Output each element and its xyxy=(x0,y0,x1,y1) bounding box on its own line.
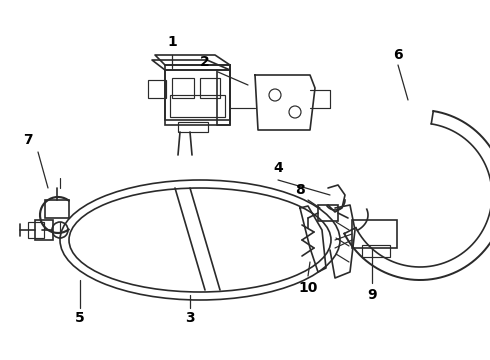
Bar xyxy=(35,220,53,240)
Bar xyxy=(165,65,230,120)
Bar xyxy=(172,78,194,98)
Text: 3: 3 xyxy=(185,311,195,325)
Text: 1: 1 xyxy=(167,35,177,49)
Text: 9: 9 xyxy=(367,288,377,302)
Bar xyxy=(178,122,208,132)
Bar xyxy=(148,80,166,98)
Text: 8: 8 xyxy=(295,183,305,197)
Text: 7: 7 xyxy=(23,133,33,147)
Bar xyxy=(165,70,230,125)
Bar xyxy=(170,95,225,117)
Text: 4: 4 xyxy=(273,161,283,175)
Text: 5: 5 xyxy=(75,311,85,325)
Bar xyxy=(318,205,338,221)
Text: 10: 10 xyxy=(298,281,318,295)
Bar xyxy=(200,78,220,98)
Bar xyxy=(45,200,69,218)
Bar xyxy=(362,245,390,257)
Text: 2: 2 xyxy=(200,55,210,69)
Text: 6: 6 xyxy=(393,48,403,62)
Bar xyxy=(28,222,44,238)
Bar xyxy=(352,220,397,248)
